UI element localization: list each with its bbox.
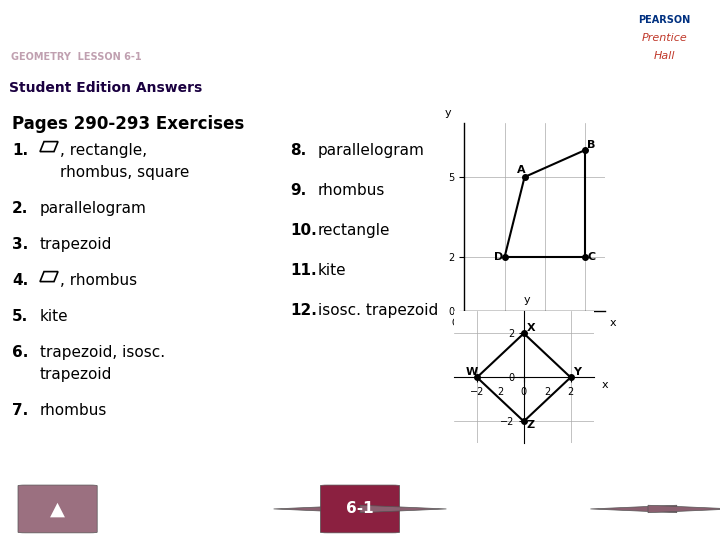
Text: Y: Y	[573, 367, 581, 377]
Text: kite: kite	[318, 262, 346, 278]
Text: D: D	[495, 252, 504, 262]
Text: C: C	[587, 252, 595, 262]
Text: B: B	[587, 139, 595, 150]
Text: 11.: 11.	[290, 262, 317, 278]
Text: 5.: 5.	[12, 308, 28, 323]
Text: 2: 2	[544, 387, 550, 396]
Text: trapezoid, isosc.: trapezoid, isosc.	[40, 345, 165, 360]
Text: , rectangle,: , rectangle,	[60, 143, 147, 158]
Text: rectangle: rectangle	[318, 222, 390, 238]
Text: PAGE: PAGE	[646, 459, 679, 469]
Text: 1.: 1.	[12, 143, 28, 158]
Text: kite: kite	[40, 308, 68, 323]
Text: PEARSON: PEARSON	[638, 15, 690, 25]
FancyBboxPatch shape	[320, 485, 400, 533]
Text: 6-1: 6-1	[346, 502, 374, 516]
Text: Z: Z	[526, 420, 534, 430]
Text: 8.: 8.	[290, 143, 306, 158]
Text: , rhombus: , rhombus	[60, 273, 137, 288]
Text: Student Edition Answers: Student Edition Answers	[9, 81, 202, 94]
Text: parallelogram: parallelogram	[318, 143, 425, 158]
Text: rhombus: rhombus	[518, 143, 585, 158]
Polygon shape	[648, 505, 720, 512]
Polygon shape	[274, 505, 360, 512]
Text: isosc. trapezoid: isosc. trapezoid	[318, 302, 438, 318]
Polygon shape	[360, 505, 446, 512]
Y-axis label: y: y	[523, 295, 530, 305]
Text: trapezoid: trapezoid	[40, 367, 112, 382]
FancyBboxPatch shape	[18, 485, 97, 533]
Text: X: X	[526, 323, 535, 333]
Text: MAIN MENU: MAIN MENU	[21, 459, 94, 469]
Text: rhombus: rhombus	[318, 183, 385, 198]
Text: 2: 2	[498, 387, 503, 396]
X-axis label: x: x	[610, 319, 616, 328]
Y-axis label: y: y	[444, 108, 451, 118]
Text: 4.: 4.	[12, 273, 28, 288]
Text: 2.: 2.	[12, 200, 28, 215]
Text: 13.: 13.	[490, 143, 517, 158]
Text: 12.: 12.	[290, 302, 317, 318]
Text: GEOMETRY  LESSON 6-1: GEOMETRY LESSON 6-1	[11, 52, 141, 63]
Text: W: W	[465, 367, 477, 377]
Text: rhombus: rhombus	[40, 403, 107, 417]
Text: 14.: 14.	[490, 308, 517, 322]
Text: 10.: 10.	[290, 222, 317, 238]
Text: Hall: Hall	[654, 51, 675, 62]
Text: 3.: 3.	[12, 237, 28, 252]
Text: Prentice: Prentice	[642, 33, 687, 43]
Text: Pages 290-293 Exercises: Pages 290-293 Exercises	[12, 114, 244, 133]
Text: Classifying Quadrilaterals: Classifying Quadrilaterals	[11, 23, 335, 43]
Text: kite: kite	[518, 308, 546, 322]
Text: O: O	[451, 318, 459, 328]
Polygon shape	[590, 505, 677, 512]
Text: ▲: ▲	[50, 500, 65, 518]
Text: 6.: 6.	[12, 345, 28, 360]
Text: 7.: 7.	[12, 403, 28, 417]
Text: rhombus, square: rhombus, square	[60, 165, 189, 180]
Text: 9.: 9.	[290, 183, 306, 198]
X-axis label: x: x	[602, 380, 608, 390]
Text: trapezoid: trapezoid	[40, 237, 112, 252]
Text: parallelogram: parallelogram	[40, 200, 147, 215]
Text: LESSON: LESSON	[336, 459, 384, 469]
Text: A: A	[516, 165, 525, 175]
